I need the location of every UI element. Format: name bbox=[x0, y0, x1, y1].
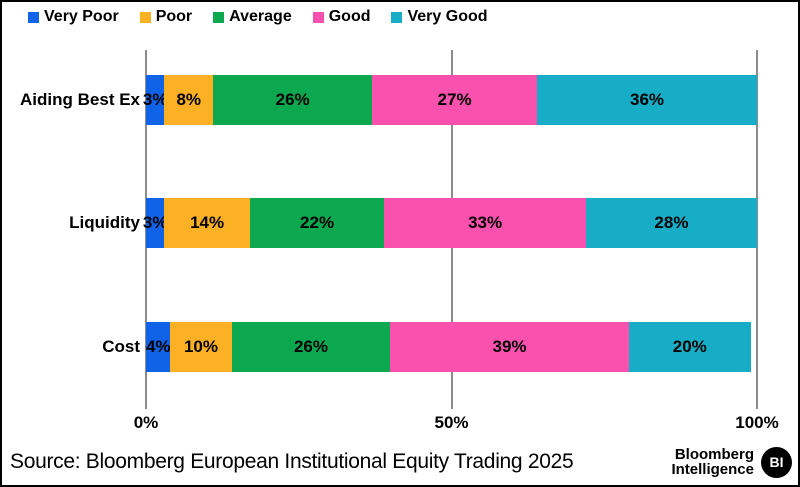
gridline bbox=[756, 50, 758, 409]
bar-segment-label: 39% bbox=[492, 337, 527, 356]
bar-row: 3% 14% 22% 33% 28% bbox=[143, 198, 757, 248]
category-label: Aiding Best Ex bbox=[20, 90, 140, 109]
bar-segment: 28% bbox=[585, 198, 757, 248]
plot-area: 0% 50% 100% 3% 8% 26% 27% 36% 3% 14% 22% 33% 28% 4% 10… bbox=[134, 50, 779, 432]
legend-swatch-icon bbox=[391, 11, 403, 23]
bar-segment: 33% bbox=[384, 198, 586, 248]
x-tick-label: 50% bbox=[434, 413, 469, 432]
bar-segment: 10% bbox=[170, 322, 232, 372]
logo-text-line2: Intelligence bbox=[671, 461, 754, 478]
bar-segment: 39% bbox=[390, 322, 629, 372]
bar-segment: 26% bbox=[213, 75, 373, 125]
bar-segment: 20% bbox=[628, 322, 751, 372]
legend-item: Very Poor bbox=[28, 8, 119, 26]
legend-label: Poor bbox=[155, 8, 193, 25]
bar-segment-label: 27% bbox=[437, 90, 472, 109]
logo-text: Bloomberg Intelligence bbox=[671, 447, 754, 477]
bar-segment: 27% bbox=[372, 75, 538, 125]
source-text: Source: Bloomberg European Institutional… bbox=[10, 450, 574, 473]
legend-item: Good bbox=[312, 8, 371, 26]
category-labels: Aiding Best Ex Liquidity Cost bbox=[2, 50, 140, 407]
legend-swatch-icon bbox=[28, 11, 39, 23]
bar-row: 3% 8% 26% 27% 36% bbox=[143, 75, 757, 125]
bar-segment-label: 10% bbox=[183, 337, 218, 356]
category-label: Cost bbox=[102, 337, 140, 356]
bar-segment-label: 20% bbox=[672, 337, 707, 356]
bar-segment-label: 33% bbox=[468, 213, 503, 232]
x-tick-label: 100% bbox=[735, 413, 779, 432]
bi-badge-icon: BI bbox=[761, 446, 792, 478]
legend-item: Very Good bbox=[391, 8, 488, 26]
bar-segment-label: 26% bbox=[275, 90, 310, 109]
bar-segment-label: 28% bbox=[654, 213, 689, 232]
legend-swatch-icon bbox=[139, 11, 151, 23]
logo-text-line1: Bloomberg bbox=[674, 446, 754, 463]
legend-label: Very Good bbox=[407, 8, 488, 25]
bar-segment: 4% bbox=[145, 322, 171, 372]
legend-item: Average bbox=[213, 8, 292, 26]
bar-segment: 3% bbox=[143, 75, 167, 125]
bar-segment-label: 26% bbox=[293, 337, 328, 356]
bloomberg-intelligence-logo: Bloomberg Intelligence BI bbox=[671, 446, 792, 478]
bar-row: 4% 10% 26% 39% 20% bbox=[146, 322, 757, 372]
bar-segment-label: 14% bbox=[190, 213, 225, 232]
bar-segment-label: 3% bbox=[142, 213, 168, 232]
category-label: Liquidity bbox=[69, 213, 140, 232]
bar-segment: 36% bbox=[537, 75, 757, 125]
x-tick-label: 0% bbox=[133, 413, 159, 432]
bar-segment-label: 8% bbox=[176, 90, 202, 109]
bar-segment: 22% bbox=[249, 198, 385, 248]
legend-label: Good bbox=[328, 8, 371, 25]
bar-segment-label: 22% bbox=[300, 213, 335, 232]
legend-label: Average bbox=[229, 8, 292, 25]
legend-swatch-icon bbox=[312, 11, 324, 23]
bar-segment: 26% bbox=[231, 322, 391, 372]
legend-swatch-icon bbox=[213, 11, 225, 23]
bar-segment: 14% bbox=[164, 198, 250, 248]
bar-segment-label: 4% bbox=[145, 337, 171, 356]
legend-label: Very Poor bbox=[44, 8, 119, 25]
footer: Source: Bloomberg European Institutional… bbox=[10, 442, 792, 482]
legend-item: Poor bbox=[139, 8, 193, 26]
bar-segment-label: 3% bbox=[142, 90, 168, 109]
bar-segment: 8% bbox=[164, 75, 214, 125]
legend: Very Poor Poor Average Good Very Good bbox=[28, 8, 488, 26]
bar-segment: 3% bbox=[143, 198, 167, 248]
bar-segment-label: 36% bbox=[629, 90, 665, 109]
